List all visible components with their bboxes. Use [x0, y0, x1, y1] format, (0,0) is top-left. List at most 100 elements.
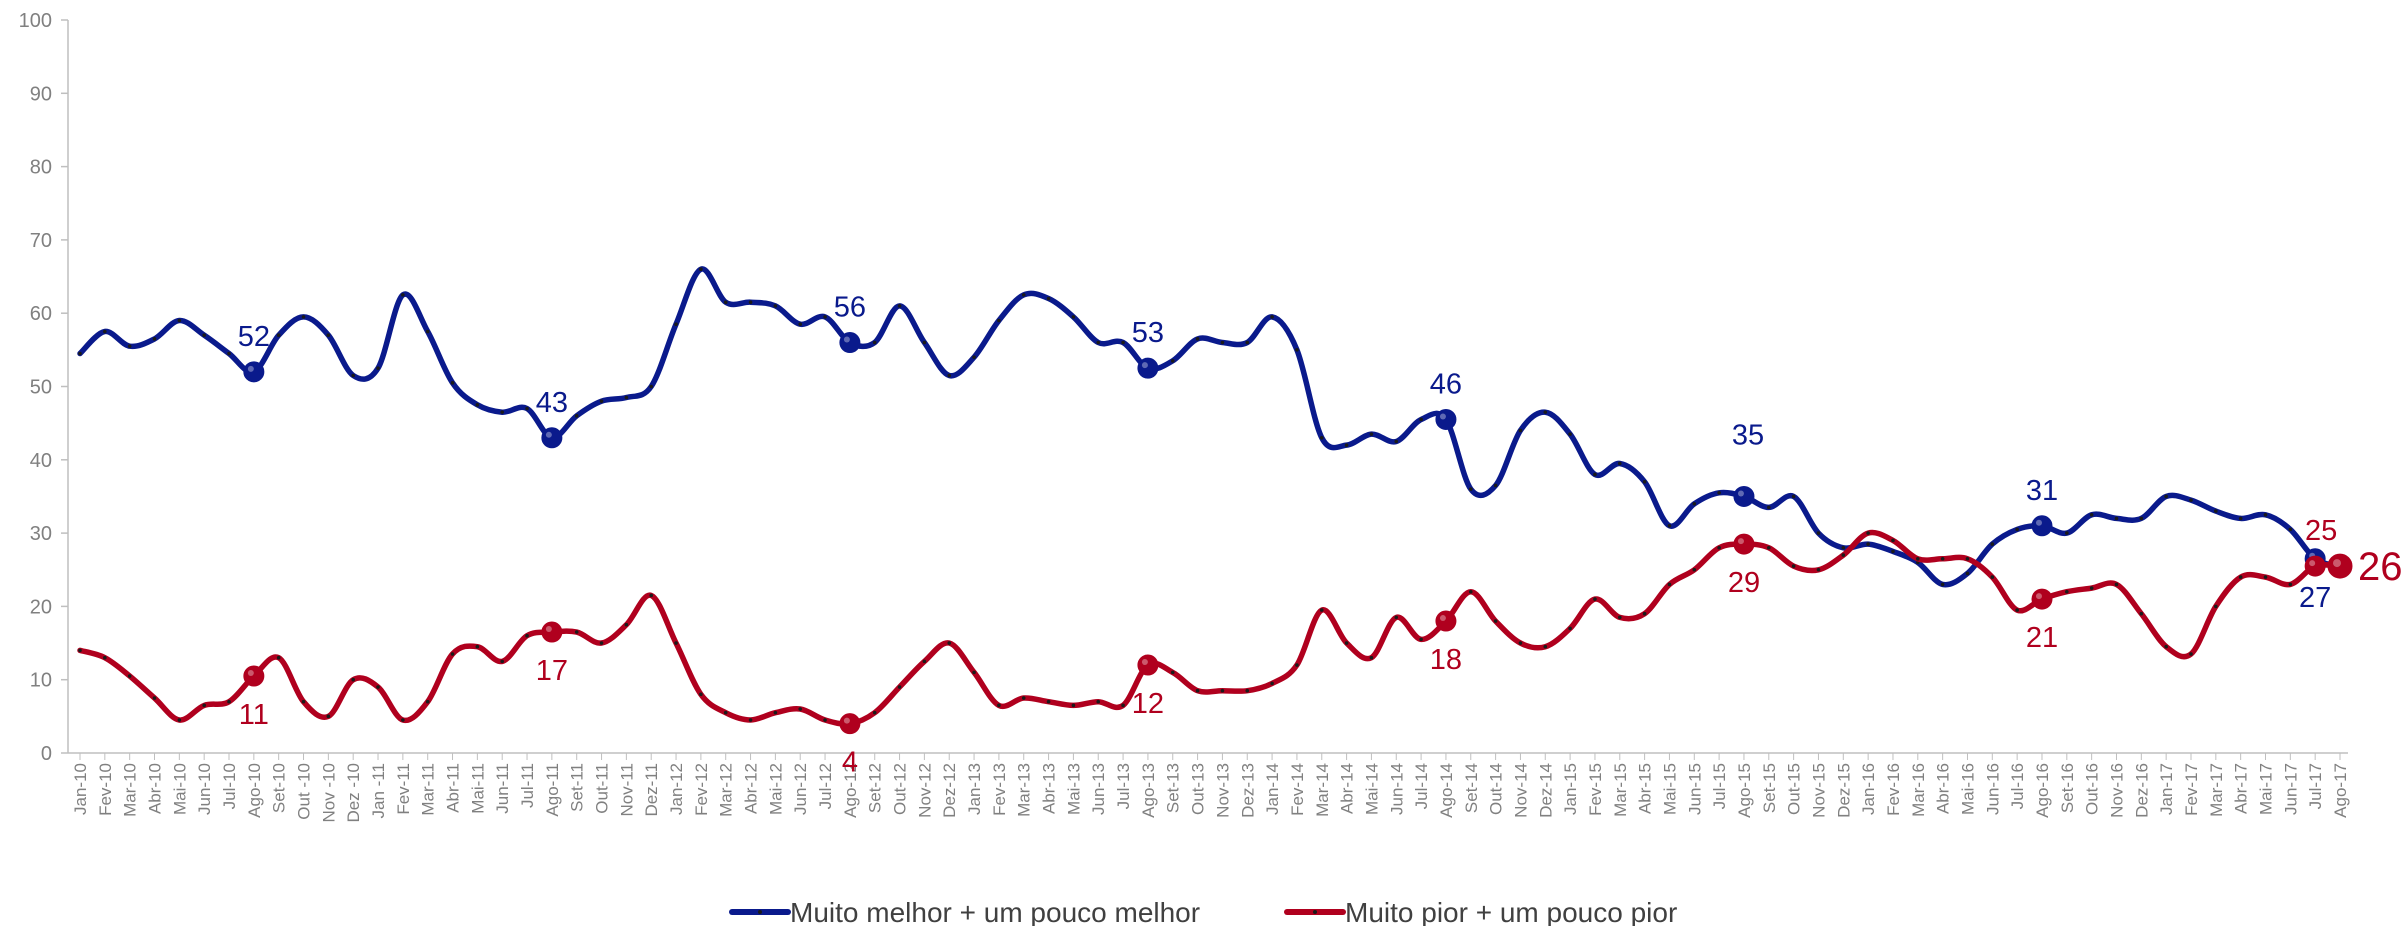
data-point — [1493, 619, 1498, 623]
data-point — [1518, 428, 1523, 433]
y-tick-label: 40 — [30, 450, 52, 472]
y-tick-label: 80 — [30, 157, 52, 179]
data-point — [773, 710, 778, 715]
data-point — [1717, 545, 1721, 550]
data-point — [1940, 582, 1945, 587]
data-point — [2164, 644, 2168, 649]
x-tick-label: Fev-16 — [1884, 763, 1903, 816]
x-tick-label: Nov-12 — [915, 763, 934, 818]
x-tick-label: Mai-16 — [1958, 763, 1977, 815]
y-tick-label: 90 — [30, 83, 52, 105]
data-point — [401, 293, 405, 297]
highlight-marker — [2327, 553, 2353, 579]
marker-shine — [2333, 559, 2341, 568]
data-point — [376, 366, 380, 370]
annotation-label: 17 — [536, 655, 568, 687]
data-point — [1692, 567, 1697, 572]
x-tick-label: Set-13 — [1164, 763, 1183, 813]
data-point — [1891, 549, 1895, 554]
annotation-label: 53 — [1132, 317, 1164, 349]
x-tick-label: Jun-10 — [195, 763, 214, 815]
data-point — [2189, 652, 2193, 656]
data-point — [1841, 553, 1846, 557]
y-tick-label: 10 — [30, 670, 52, 692]
annotation-label: 26 — [2358, 545, 2403, 589]
data-point — [475, 403, 480, 407]
data-point — [2263, 575, 2268, 579]
highlight-marker — [2031, 588, 2053, 610]
y-tick-label: 60 — [30, 303, 52, 325]
data-point — [1344, 443, 1349, 447]
series-line-1 — [77, 266, 2343, 588]
highlight-marker — [541, 427, 563, 449]
highlight-marker — [1137, 357, 1159, 379]
x-tick-label: Mai-17 — [2256, 763, 2275, 815]
highlight-marker — [839, 713, 861, 735]
x-tick-label: Jul-11 — [518, 763, 537, 808]
data-point — [872, 340, 877, 345]
x-tick-label: Nov-13 — [1213, 763, 1232, 818]
x-tick-label: Abr-14 — [1338, 763, 1357, 814]
data-point — [1916, 556, 1920, 561]
x-tick-label: Out-13 — [1189, 763, 1208, 815]
x-tick-label: Mar-15 — [1611, 763, 1630, 817]
marker-shine — [2035, 593, 2042, 600]
data-point — [525, 406, 529, 411]
annotation-label: 12 — [1132, 688, 1164, 720]
data-point — [227, 699, 231, 704]
data-point — [1195, 688, 1200, 693]
data-point — [1021, 293, 1026, 297]
x-tick-label: Ago-10 — [245, 763, 264, 818]
data-point — [574, 414, 579, 418]
x-tick-label: Fev-10 — [96, 763, 115, 816]
data-point — [425, 699, 430, 704]
data-point — [2214, 509, 2218, 513]
annotation-label: 52 — [238, 321, 270, 353]
data-point — [2189, 498, 2193, 502]
data-point — [525, 633, 529, 638]
legend-swatch-dot — [1313, 910, 1317, 914]
x-tick-label: Ago-12 — [841, 763, 860, 818]
data-point — [500, 659, 504, 664]
data-point — [177, 318, 182, 323]
data-point — [1369, 655, 1374, 660]
data-point — [2164, 494, 2168, 499]
annotation-label: 11 — [239, 699, 269, 731]
data-point — [1617, 461, 1622, 466]
data-point — [624, 622, 629, 627]
x-tick-label: Jun-16 — [1983, 763, 2002, 815]
data-point — [103, 655, 107, 660]
data-point — [1543, 644, 1548, 649]
data-point — [276, 333, 281, 337]
data-point — [351, 677, 355, 682]
x-tick-label: Nov-15 — [1809, 763, 1828, 818]
data-point — [674, 641, 678, 645]
data-point — [947, 373, 952, 378]
data-point — [2139, 611, 2144, 616]
annotation-label: 29 — [1728, 567, 1760, 599]
data-point — [2114, 582, 2119, 587]
data-point — [500, 410, 504, 414]
marker-shine — [1737, 538, 1744, 545]
data-point — [723, 710, 728, 715]
data-point — [1295, 663, 1299, 667]
data-point — [103, 329, 107, 334]
data-point — [649, 593, 654, 598]
data-point — [1617, 615, 1622, 620]
data-point — [1245, 688, 1250, 693]
x-tick-label: Mai-10 — [170, 763, 189, 815]
data-point — [1195, 337, 1200, 341]
x-tick-label: Fev-14 — [1288, 763, 1307, 816]
data-point — [2288, 527, 2293, 532]
data-point — [699, 692, 703, 697]
data-point — [574, 630, 579, 634]
annotation-label: 56 — [834, 292, 866, 324]
data-point — [1270, 681, 1274, 686]
highlight-marker — [243, 665, 265, 687]
marker-shine — [545, 431, 552, 438]
data-point — [1096, 340, 1101, 345]
data-point — [947, 641, 952, 645]
x-tick-label: Jul-17 — [2306, 763, 2325, 809]
data-point — [1642, 479, 1647, 484]
